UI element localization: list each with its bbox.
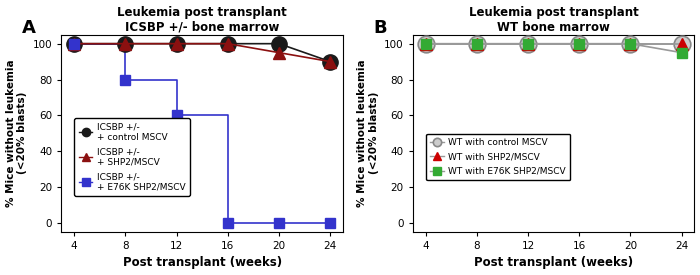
- X-axis label: Post transplant (weeks): Post transplant (weeks): [474, 257, 634, 269]
- Y-axis label: % Mice without leukemia
(<20% blasts): % Mice without leukemia (<20% blasts): [6, 59, 27, 207]
- X-axis label: Post transplant (weeks): Post transplant (weeks): [122, 257, 282, 269]
- Legend: WT with control MSCV, WT with SHP2/MSCV, WT with E76K SHP2/MSCV: WT with control MSCV, WT with SHP2/MSCV,…: [426, 134, 570, 180]
- Text: B: B: [373, 19, 387, 37]
- Title: Leukemia post transplant
WT bone marrow: Leukemia post transplant WT bone marrow: [469, 6, 638, 34]
- Y-axis label: % Mice without leukemia
(<20% blasts): % Mice without leukemia (<20% blasts): [357, 59, 379, 207]
- Title: Leukemia post transplant
ICSBP +/- bone marrow: Leukemia post transplant ICSBP +/- bone …: [118, 6, 287, 34]
- Legend: ICSBP +/-
+ control MSCV, ICSBP +/-
+ SHP2/MSCV, ICSBP +/-
+ E76K SHP2/MSCV: ICSBP +/- + control MSCV, ICSBP +/- + SH…: [74, 118, 190, 196]
- Text: A: A: [22, 19, 36, 37]
